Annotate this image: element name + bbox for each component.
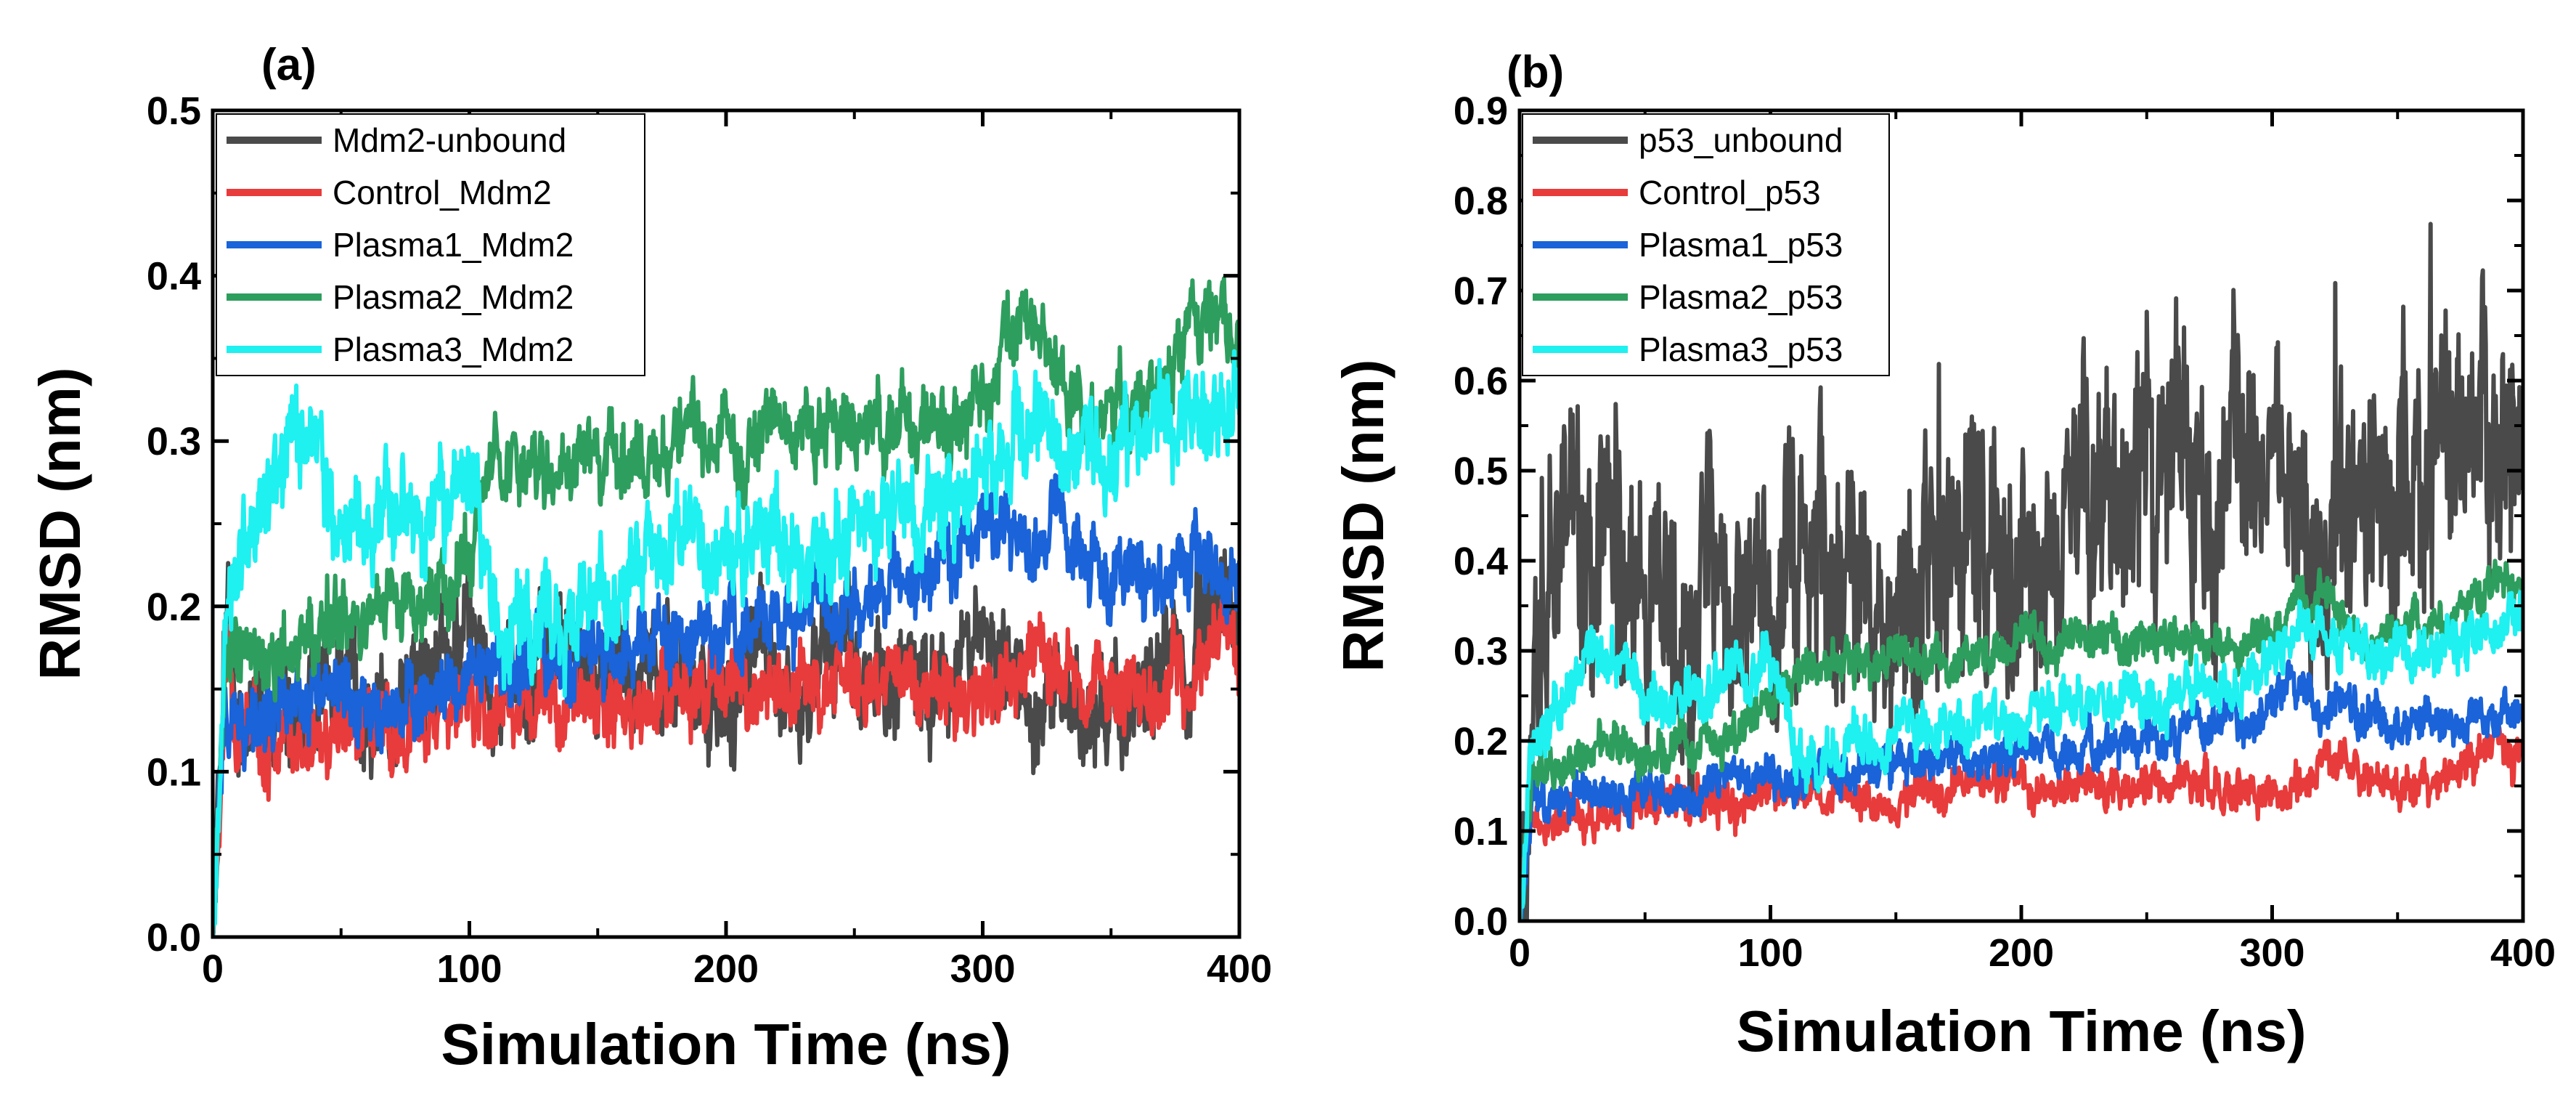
y-tick-label: 0.3 [1454, 630, 1508, 673]
legend-label: Control_Mdm2 [333, 174, 552, 211]
series-line-plasma2-mdm2 [213, 276, 1239, 937]
legend-label: Plasma1_Mdm2 [333, 226, 574, 264]
y-tick-label: 0.2 [147, 585, 201, 629]
panel-label: (b) [1507, 47, 1564, 97]
series-line-plasma3-mdm2 [213, 349, 1239, 937]
x-tick-label: 300 [2239, 931, 2304, 975]
chart-panel-a: 0 100 200 300 400 0.0 0.1 0.2 0.3 0.4 0.5 Simulatio… [28, 40, 1272, 1076]
y-axis-title: RMSD (nm) [28, 367, 92, 680]
x-axis-title: Simulation Time (ns) [1736, 999, 2306, 1063]
x-tick-label: 0 [202, 947, 224, 991]
panel-label: (a) [261, 40, 317, 90]
legend-label: Plasma3_p53 [1639, 330, 1843, 368]
legend: p53_unbound Control_p53 Plasma1_p53 Plasma2… [1522, 113, 1890, 376]
series-line-control-mdm2 [213, 597, 1239, 937]
legend-label: Plasma2_Mdm2 [333, 278, 574, 316]
y-tick-label: 0.4 [1454, 540, 1508, 583]
y-tick-label: 0.1 [147, 750, 201, 794]
x-tick-label: 0 [1509, 931, 1530, 975]
series-group [213, 276, 1239, 937]
x-tick-label: 200 [1989, 931, 2054, 975]
y-tick-label: 0.5 [147, 89, 201, 133]
y-axis-title: RMSD (nm) [1331, 359, 1395, 672]
legend-label: Plasma3_Mdm2 [333, 330, 574, 368]
x-tick-label: 400 [2490, 931, 2556, 975]
y-tick-label: 0.2 [1454, 720, 1508, 763]
y-tick-label: 0.7 [1454, 269, 1508, 313]
legend-label: Plasma2_p53 [1639, 278, 1843, 316]
series-line-plasma3-p53 [1520, 590, 2523, 921]
y-tick-label: 0.4 [147, 255, 201, 299]
y-tick-label: 0.8 [1454, 179, 1508, 223]
x-tick-label: 400 [1207, 947, 1272, 991]
x-tick-label: 300 [950, 947, 1015, 991]
x-axis-title: Simulation Time (ns) [441, 1012, 1011, 1076]
x-tick-label: 100 [1737, 931, 1803, 975]
x-tick-label: 200 [693, 947, 759, 991]
y-tick-label: 0.1 [1454, 810, 1508, 853]
chart-panel-b: 0 100 200 300 400 0.0 0.1 0.2 0.3 0.4 0.5 0.6 0.7 0.8… [1331, 47, 2556, 1063]
legend: Mdm2-unbound Control_Mdm2 Plasma1_Mdm2 Plas… [216, 113, 645, 376]
series-line-plasma1-mdm2 [213, 473, 1239, 937]
legend-label: Mdm2-unbound [333, 121, 566, 159]
legend-label: Plasma1_p53 [1639, 226, 1843, 264]
legend-label: p53_unbound [1639, 121, 1843, 159]
y-tick-label: 0.6 [1454, 360, 1508, 403]
series-group [1520, 222, 2523, 921]
y-tick-label: 0.3 [147, 420, 201, 463]
x-tick-label: 100 [436, 947, 502, 991]
y-tick-label: 0.9 [1454, 89, 1508, 133]
legend-label: Control_p53 [1639, 174, 1821, 211]
y-tick-label: 0.5 [1454, 450, 1508, 493]
y-tick-label: 0.0 [147, 916, 201, 960]
y-tick-label: 0.0 [1454, 900, 1508, 944]
